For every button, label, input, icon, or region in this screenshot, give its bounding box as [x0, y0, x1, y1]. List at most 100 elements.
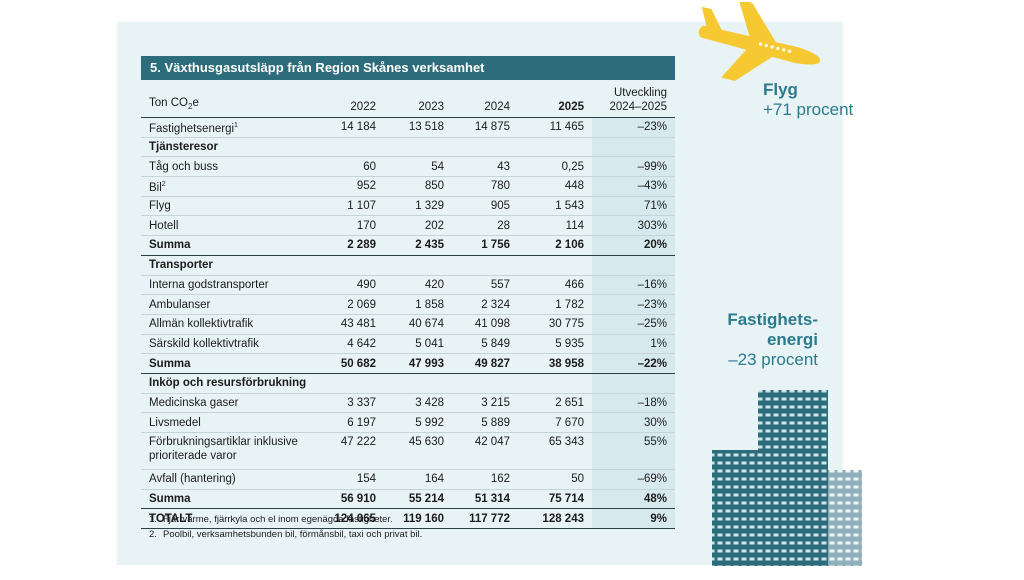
row-label: Summa	[141, 489, 318, 510]
cell: 117 772	[452, 508, 518, 530]
row-label: Förbrukningsartiklar inklusive prioriter…	[141, 432, 318, 470]
cell: 55%	[592, 432, 675, 470]
cell: 41 098	[452, 314, 518, 335]
cell: 124 065	[318, 508, 384, 530]
cell: 6 197	[318, 412, 384, 433]
cell: –18%	[592, 393, 675, 414]
cell: 114	[518, 215, 592, 237]
building-icon	[712, 390, 862, 566]
cell: 11 465	[518, 117, 592, 138]
cell: 50	[518, 469, 592, 490]
row-label: Bil2	[141, 176, 318, 197]
row-label: Flyg	[141, 196, 318, 217]
cell: 13 518	[384, 117, 452, 138]
cell: 128 243	[518, 508, 592, 530]
cell: 905	[452, 196, 518, 217]
row-label: Transporter	[141, 255, 318, 276]
cell: 47 222	[318, 432, 384, 470]
cell: 47 993	[384, 353, 452, 374]
cell: 2 069	[318, 294, 384, 315]
footnotes: 1. Fjärrvärme, fjärrkyla och el inom egen…	[149, 512, 422, 542]
label-text: TOTALT	[149, 512, 193, 525]
cell: 850	[384, 176, 452, 197]
footnote-number: 1.	[149, 514, 157, 525]
label-text: Livsmedel	[149, 416, 201, 429]
cell	[452, 137, 518, 158]
cell: 14 184	[318, 117, 384, 138]
row-label: Inköp och resursförbrukning	[141, 373, 318, 394]
cell	[592, 137, 675, 158]
cell: 14 875	[452, 117, 518, 138]
table-row: Summa 50 682 47 993 49 827 38 958 –22%	[141, 353, 675, 374]
cell: 28	[452, 215, 518, 237]
cell: 45 630	[384, 432, 452, 470]
table-title: 5. Växthusgasutsläpp från Region Skånes …	[141, 56, 675, 80]
table-row: Interna godstransporter 490 420 557 466 –16%	[141, 275, 675, 296]
table-row: Summa 56 910 55 214 51 314 75 714 48%	[141, 489, 675, 510]
cell	[318, 373, 384, 394]
cell	[384, 373, 452, 394]
airplane-icon	[698, 2, 821, 81]
label-text: Bil	[149, 181, 162, 194]
column-header: 2023	[384, 80, 452, 118]
row-label: Summa	[141, 353, 318, 374]
row-label: Livsmedel	[141, 412, 318, 433]
cell: –25%	[592, 314, 675, 335]
cell: 0,25	[518, 156, 592, 178]
footnote-text: Fjärrvärme, fjärrkyla och el inom egenäg…	[163, 514, 393, 525]
cell: 43 481	[318, 314, 384, 335]
cell: –16%	[592, 275, 675, 296]
cell: 30%	[592, 412, 675, 433]
label-text: Förbrukningsartiklar inklusive prioriter…	[149, 436, 298, 462]
table-row: Inköp och resursförbrukning	[141, 373, 675, 394]
cell: 202	[384, 215, 452, 237]
cell: 42 047	[452, 432, 518, 470]
cell: 1%	[592, 334, 675, 355]
cell	[518, 137, 592, 158]
row-label: Ambulanser	[141, 294, 318, 315]
cell	[452, 373, 518, 394]
header-row: Ton CO2e 2022 2023 2024 2025 Utveckling 2024–2…	[141, 80, 675, 118]
cell: 48%	[592, 489, 675, 510]
cell: 9%	[592, 508, 675, 530]
cell: 38 958	[518, 353, 592, 374]
label-text: Transporter	[149, 259, 213, 272]
column-header: 2024	[452, 80, 518, 118]
cell: 30 775	[518, 314, 592, 335]
row-label: Hotell	[141, 215, 318, 237]
footnote: 1. Fjärrvärme, fjärrkyla och el inom egen…	[149, 512, 422, 527]
column-header: 2025	[518, 80, 592, 118]
cell: 75 714	[518, 489, 592, 510]
row-label: Tjänsteresor	[141, 137, 318, 158]
header-line: Utveckling	[613, 87, 667, 99]
cell: 5 935	[518, 334, 592, 355]
cell: 1 858	[384, 294, 452, 315]
cell: 55 214	[384, 489, 452, 510]
row-label: Tåg och buss	[141, 156, 318, 178]
cell: 5 849	[452, 334, 518, 355]
cell: 54	[384, 156, 452, 178]
table-row: Hotell 170 202 28 114 303%	[141, 215, 675, 237]
cell: 780	[452, 176, 518, 197]
callout-text: +71 procent	[763, 100, 854, 119]
cell: 5 992	[384, 412, 452, 433]
cell	[592, 373, 675, 394]
callout-title: energi	[766, 330, 818, 349]
cell: 154	[318, 469, 384, 490]
cell: 466	[518, 275, 592, 296]
cell: 3 428	[384, 393, 452, 414]
cell	[592, 255, 675, 276]
table-row: Avfall (hantering) 154 164 162 50 –69%	[141, 469, 675, 490]
cell: 56 910	[318, 489, 384, 510]
cell: 3 215	[452, 393, 518, 414]
label-text: Tjänsteresor	[149, 141, 219, 154]
footnote-ref: 2	[161, 180, 166, 188]
cell: 50 682	[318, 353, 384, 374]
row-label: Allmän kollektivtrafik	[141, 314, 318, 335]
emissions-table: Ton CO2e 2022 2023 2024 2025 Utveckling 2024–2…	[141, 80, 675, 530]
cell: 40 674	[384, 314, 452, 335]
cell: 20%	[592, 235, 675, 256]
cell	[318, 137, 384, 158]
unit-header: Ton CO2e	[141, 80, 318, 118]
